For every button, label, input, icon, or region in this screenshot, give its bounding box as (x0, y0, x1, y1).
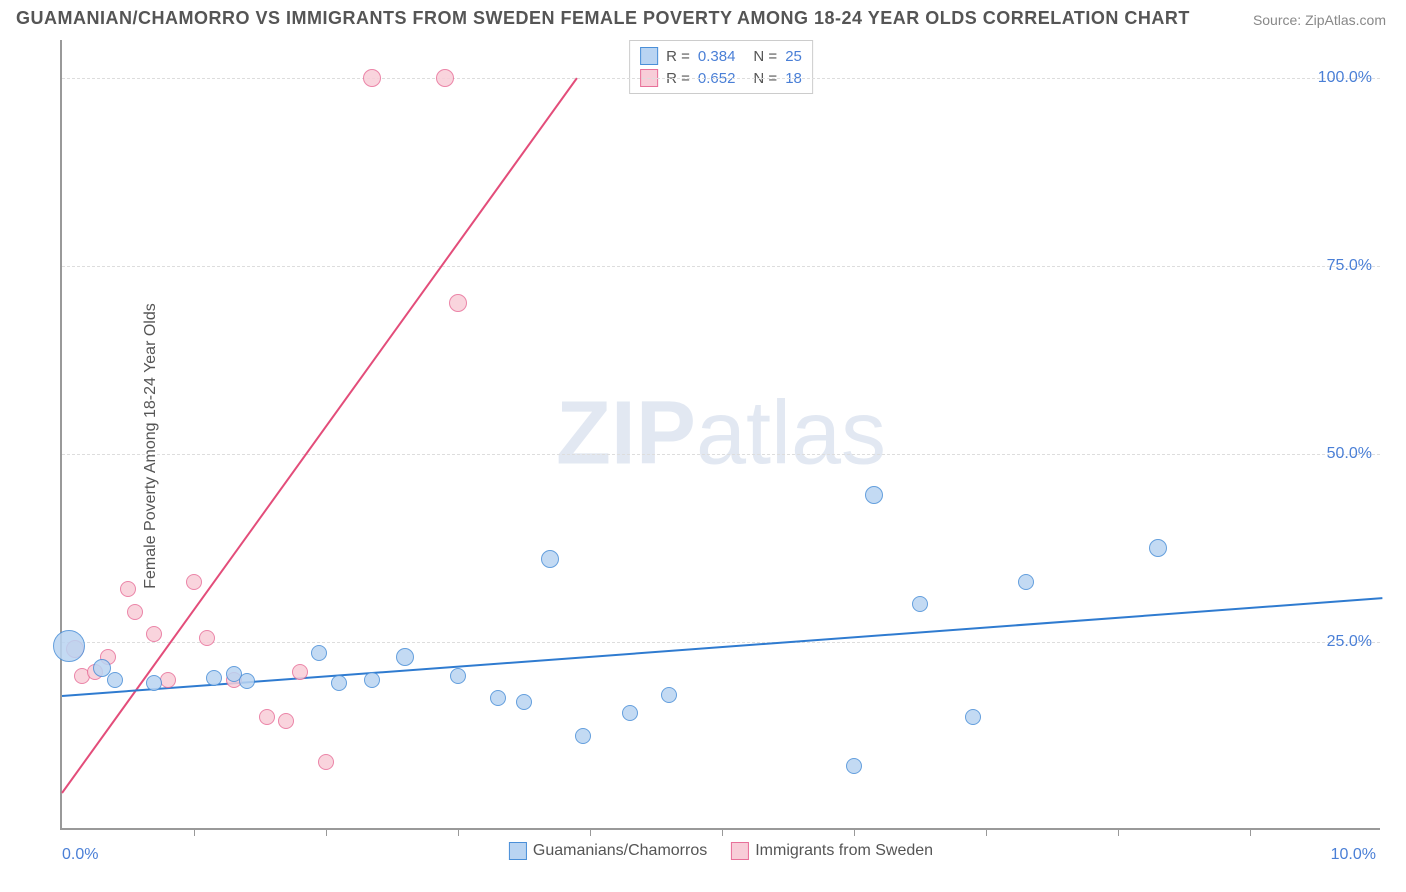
scatter-point-series2 (127, 604, 143, 620)
legend-series-label: Guamanians/Chamorros (533, 842, 707, 860)
legend-swatch (640, 47, 658, 65)
scatter-point-series1 (53, 630, 85, 662)
plot-area: ZIPatlas R = 0.384N = 25R = 0.652N = 18 … (60, 40, 1380, 830)
legend-swatch (509, 842, 527, 860)
n-value: 25 (785, 48, 802, 65)
gridline (62, 642, 1380, 643)
scatter-point-series1 (622, 705, 638, 721)
scatter-point-series2 (259, 709, 275, 725)
x-tick-label: 0.0% (62, 846, 98, 864)
scatter-point-series1 (490, 690, 506, 706)
scatter-point-series1 (239, 673, 255, 689)
scatter-point-series1 (107, 672, 123, 688)
scatter-point-series1 (1149, 539, 1167, 557)
scatter-point-series2 (278, 713, 294, 729)
x-tick (722, 828, 723, 836)
scatter-point-series2 (199, 630, 215, 646)
x-tick (986, 828, 987, 836)
scatter-point-series1 (575, 728, 591, 744)
r-value: 0.384 (698, 48, 736, 65)
scatter-point-series1 (331, 675, 347, 691)
trend-line-series1 (62, 597, 1382, 697)
x-tick (590, 828, 591, 836)
r-label: R = (666, 48, 690, 65)
scatter-point-series2 (292, 664, 308, 680)
scatter-point-series1 (912, 596, 928, 612)
x-tick (1250, 828, 1251, 836)
scatter-point-series1 (541, 550, 559, 568)
scatter-point-series1 (206, 670, 222, 686)
watermark-rest: atlas (696, 384, 886, 484)
scatter-point-series1 (311, 645, 327, 661)
y-tick-label: 50.0% (1327, 445, 1372, 463)
gridline (62, 454, 1380, 455)
legend-correlation-row: R = 0.384 N = 25 (640, 45, 802, 67)
legend-series-item: Guamanians/Chamorros (509, 842, 707, 860)
legend-series: Guamanians/Chamorros Immigrants from Swed… (509, 842, 933, 860)
watermark-bold: ZIP (556, 384, 696, 484)
legend-series-item: Immigrants from Sweden (731, 842, 933, 860)
scatter-point-series1 (364, 672, 380, 688)
scatter-point-series2 (449, 294, 467, 312)
legend-swatch (731, 842, 749, 860)
gridline (62, 78, 1380, 79)
scatter-point-series2 (363, 69, 381, 87)
scatter-point-series1 (516, 694, 532, 710)
y-tick-label: 25.0% (1327, 633, 1372, 651)
watermark: ZIPatlas (556, 383, 886, 486)
n-label: N = (753, 48, 777, 65)
scatter-point-series1 (965, 709, 981, 725)
gridline (62, 266, 1380, 267)
y-tick-label: 100.0% (1318, 69, 1372, 87)
scatter-point-series2 (436, 69, 454, 87)
x-tick (854, 828, 855, 836)
x-tick-label: 10.0% (1331, 846, 1376, 864)
scatter-point-series2 (120, 581, 136, 597)
x-tick (326, 828, 327, 836)
scatter-point-series1 (1018, 574, 1034, 590)
legend-correlation: R = 0.384N = 25R = 0.652N = 18 (629, 40, 813, 94)
x-tick (458, 828, 459, 836)
trend-line-series2 (61, 78, 577, 794)
scatter-point-series1 (661, 687, 677, 703)
scatter-point-series2 (318, 754, 334, 770)
legend-series-label: Immigrants from Sweden (755, 842, 933, 860)
scatter-point-series2 (186, 574, 202, 590)
source-attribution: Source: ZipAtlas.com (1253, 12, 1386, 28)
scatter-point-series1 (396, 648, 414, 666)
scatter-point-series1 (865, 486, 883, 504)
scatter-point-series1 (450, 668, 466, 684)
chart-title: GUAMANIAN/CHAMORRO VS IMMIGRANTS FROM SW… (16, 8, 1190, 29)
x-tick (1118, 828, 1119, 836)
scatter-point-series1 (146, 675, 162, 691)
x-tick (194, 828, 195, 836)
scatter-point-series1 (846, 758, 862, 774)
scatter-point-series2 (146, 626, 162, 642)
y-tick-label: 75.0% (1327, 257, 1372, 275)
